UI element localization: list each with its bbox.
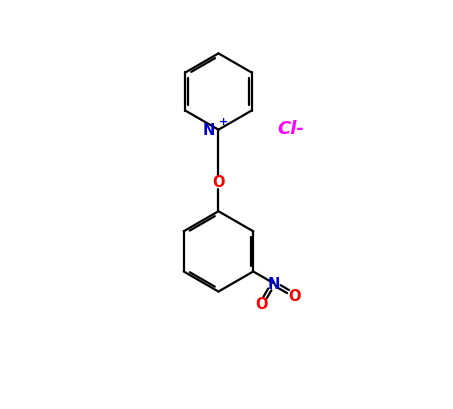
- Text: N: N: [267, 276, 280, 291]
- Text: +: +: [219, 117, 228, 126]
- Text: O: O: [255, 297, 268, 312]
- Text: Cl-: Cl-: [277, 119, 304, 137]
- Text: O: O: [288, 288, 300, 303]
- Text: O: O: [212, 175, 225, 190]
- Text: N: N: [203, 123, 215, 138]
